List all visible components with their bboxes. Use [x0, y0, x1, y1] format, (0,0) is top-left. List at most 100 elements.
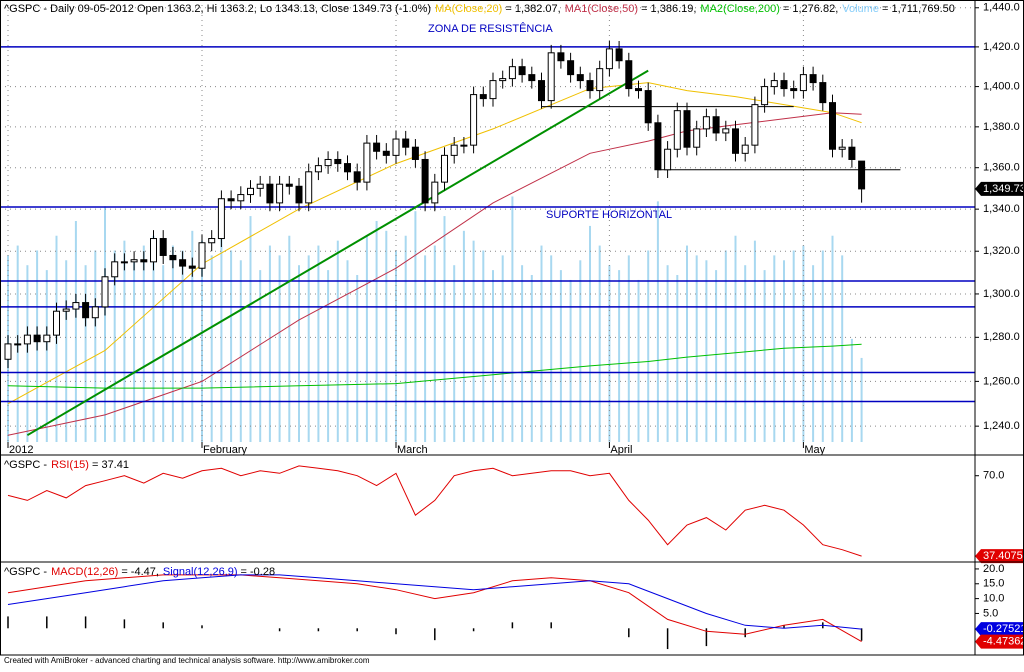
legend-name: MA(Close,20): [435, 3, 502, 15]
footer: Created with AmiBroker - advanced charti…: [4, 656, 370, 665]
candle-body: [605, 48, 613, 70]
volume-bar: [26, 265, 29, 442]
volume-bar: [424, 255, 427, 442]
y-tick-label: 1,340.0: [983, 203, 1020, 215]
candle-body: [683, 110, 691, 148]
volume-bar: [288, 235, 291, 442]
candle-body: [344, 163, 351, 173]
volume-bar: [346, 260, 349, 442]
indicator-line: [7, 465, 862, 557]
x-tick-label: May: [804, 444, 825, 456]
x-tick-label: March: [397, 444, 428, 456]
candle-body: [644, 90, 652, 124]
volume-bar: [268, 245, 271, 442]
y-tick-label: 1,240.0: [983, 420, 1020, 432]
volume-bar: [647, 250, 650, 442]
value-flag-label: 37.4075: [983, 550, 1023, 562]
volume-bar: [783, 260, 785, 442]
candle-body: [188, 265, 196, 269]
indicator-line: [7, 574, 862, 630]
volume-bar: [715, 270, 718, 442]
candle-body: [567, 60, 575, 76]
candle-body: [208, 238, 216, 244]
legend-name: MA1(Close,50): [565, 3, 638, 15]
value-flag: [975, 634, 1024, 649]
candle-body: [324, 158, 332, 167]
volume-bar: [656, 201, 659, 442]
volume-bar: [472, 240, 475, 442]
volume-bar: [627, 255, 630, 442]
volume-bar: [385, 230, 388, 442]
volume-bar: [249, 216, 252, 442]
volume-bar: [695, 255, 698, 442]
candle-body: [508, 66, 516, 80]
candle-body: [518, 66, 526, 76]
candle-body: [295, 185, 303, 204]
volume-bar: [65, 260, 68, 442]
annotation: SUPORTE HORIZONTAL: [546, 209, 672, 221]
candle-body: [499, 78, 507, 82]
candle-body: [838, 146, 846, 150]
candle-body: [373, 142, 381, 152]
header-title: ^GSPC -: [4, 459, 47, 471]
candle-body: [712, 116, 720, 134]
volume-bar: [744, 265, 747, 442]
value-flag-label: -4.47362: [983, 635, 1024, 647]
volume-bar: [559, 270, 562, 442]
candle-body: [4, 343, 12, 360]
header-title: ^GSPC - Daily 09-05-2012 Open 1363.2, Hi…: [4, 3, 431, 15]
value-flag-label: -0.27521: [983, 623, 1024, 635]
volume-bar: [201, 240, 203, 442]
candle-body: [790, 88, 798, 92]
candle-body: [91, 306, 99, 319]
volume-bar: [395, 250, 397, 442]
candle-body: [285, 183, 293, 187]
volume-bar: [598, 245, 601, 442]
volume-bar: [220, 230, 223, 442]
candle-body: [217, 198, 225, 240]
volume-bar: [443, 216, 446, 442]
candle-body: [664, 148, 672, 171]
candle-body: [130, 259, 138, 263]
candle-body: [179, 259, 187, 267]
candle-body: [247, 187, 254, 196]
volume-bar: [74, 221, 77, 442]
candle-body: [62, 308, 70, 312]
candle-body: [732, 128, 739, 154]
candle-body: [150, 238, 157, 263]
volume-bar: [298, 265, 300, 442]
candle-body: [829, 102, 836, 150]
trendline: [26, 69, 649, 437]
volume-bar: [569, 279, 572, 442]
candle-body: [402, 138, 410, 148]
candle-body: [528, 74, 536, 82]
volume-bar: [307, 255, 310, 442]
volume-bar: [365, 235, 368, 442]
value-flag: [975, 549, 1024, 564]
candle-body: [780, 80, 788, 90]
y-tick-label: 1,420.0: [983, 41, 1020, 53]
x-tick-label: February: [203, 444, 248, 456]
legend-value: = -4.47,: [121, 566, 159, 578]
value-flag: [975, 622, 1024, 637]
volume-bar: [278, 255, 281, 442]
legend-name: Signal(12,26,9): [163, 566, 238, 578]
candle-body: [382, 150, 390, 156]
candle-body: [43, 334, 51, 343]
candle-body: [557, 52, 565, 62]
candle-body: [314, 165, 322, 173]
volume-bar: [763, 270, 766, 442]
panel-header: ^GSPC - Daily 09-05-2012 Open 1363.2, Hi…: [4, 3, 955, 15]
candle-body: [761, 86, 769, 106]
volume-bar: [705, 260, 708, 442]
candle-body: [159, 238, 167, 256]
volume-bar: [142, 245, 145, 442]
panel-header: ^GSPC - RSI(15) = 37.41: [4, 459, 129, 471]
legend-name: MACD(12,26): [51, 566, 118, 578]
legend-name: Volume: [842, 3, 879, 15]
volume-bar: [94, 250, 97, 442]
volume-bar: [589, 225, 591, 442]
candle-body: [751, 104, 759, 146]
candle-body: [120, 261, 128, 264]
y-tick-label: 1,360.0: [983, 162, 1020, 174]
